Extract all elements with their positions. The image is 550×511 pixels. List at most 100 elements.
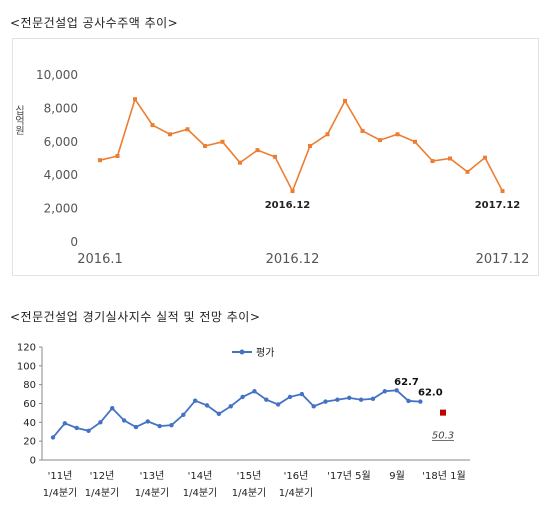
chart2-ytick-label: 80 — [23, 380, 36, 391]
chart2-point — [145, 419, 150, 424]
chart1-ytick-label: 10,000 — [36, 68, 78, 82]
chart1-point — [168, 132, 172, 137]
chart1-point — [290, 189, 295, 194]
chart2-xtick-label: '17년 5월 — [327, 470, 370, 482]
chart1-svg: 십억원 0 2,000 4,000 6,000 8,000 10,000 2016.1 2016… — [13, 68, 530, 267]
chart1-point — [98, 158, 102, 163]
chart2-point — [299, 391, 305, 397]
chart1-point — [378, 138, 382, 143]
chart2-title: <전문건설업 경기실사지수 실적 및 전망 추이> — [10, 310, 261, 324]
chart2-ytick-label: 20 — [23, 437, 36, 448]
chart2-point — [204, 403, 210, 408]
chart2-point — [382, 389, 387, 394]
chart1-annotation: 2017.12 — [475, 200, 521, 211]
chart1-point — [430, 159, 435, 164]
chart1-ytick-label: 8,000 — [44, 101, 78, 115]
chart1-xtick-label: 2016.1 — [77, 252, 123, 267]
chart2-point — [121, 418, 127, 423]
chart2-xtick-sublabel: 1/4분기 — [279, 487, 314, 499]
chart2-forecast-point — [440, 409, 446, 416]
chart2-point — [169, 422, 174, 428]
chart2-legend-marker — [239, 349, 245, 355]
chart2-point — [406, 398, 411, 404]
chart1-title: <전문건설업 공사수주액 추이> — [10, 16, 179, 30]
chart2-data-label: 62.0 — [418, 388, 443, 399]
chart2-point — [418, 399, 423, 404]
chart2-xtick-label: '11년 — [48, 470, 73, 482]
chart2-point — [240, 394, 245, 400]
chart1-xtick-label: 2016.12 — [266, 252, 320, 267]
chart2-point — [62, 421, 68, 426]
chart2-ytick-label: 0 — [30, 456, 36, 467]
chart2-point — [311, 404, 316, 409]
chart1-point — [448, 156, 452, 161]
chart2-xtick-sublabel: 1/4분기 — [85, 487, 120, 499]
chart2-xtick-sublabel: 1/4분기 — [135, 487, 170, 499]
chart2-xtick-label: '14년 — [188, 470, 213, 482]
chart1-point — [343, 98, 347, 103]
chart2-point — [110, 406, 115, 411]
chart2-point — [193, 398, 198, 403]
chart1-point — [238, 160, 242, 165]
chart2-xtick-label: 9월 — [389, 470, 405, 482]
chart2-xtick-label: '12년 — [90, 470, 115, 482]
chart1-ytick-label: 6,000 — [44, 135, 78, 149]
chart2-xtick-sublabel: 1/4분기 — [43, 487, 78, 499]
chart1-series-line — [99, 97, 504, 194]
chart2-xtick-sublabel: 1/4분기 — [183, 487, 218, 499]
chart1-point — [185, 127, 190, 132]
chart2-point — [228, 404, 233, 409]
chart1-point — [465, 169, 470, 174]
chart2-ytick-label: 60 — [23, 399, 36, 410]
chart2-point — [358, 397, 364, 402]
chart2-svg: 0 20 40 60 80 100 120 '11년 1/4분기 '12년 1/4분기 '13년 1/4… — [17, 343, 470, 499]
chart1-point — [500, 189, 505, 194]
chart2-point — [74, 425, 79, 431]
chart2-xtick-label: '16년 — [284, 470, 309, 482]
chart2-xtick-sublabel: 1/4분기 — [232, 487, 267, 499]
chart2-point — [347, 395, 352, 401]
chart2-point — [275, 402, 281, 407]
chart1-point — [308, 143, 312, 148]
chart2-forecast-label: 50.3 — [432, 431, 454, 442]
chart2-xtick-label: '13년 — [140, 470, 165, 482]
chart2-point — [335, 397, 340, 402]
chart2-series-line — [52, 389, 421, 438]
chart2-xtick-label: '15년 — [237, 470, 262, 482]
chart1-point — [483, 155, 487, 160]
chart2-point — [86, 428, 91, 434]
chart1-point — [413, 139, 417, 144]
chart1-ylabel: 십억원 — [13, 105, 25, 135]
chart1-point — [150, 123, 155, 128]
chart2-point — [323, 399, 328, 404]
chart1-point — [203, 143, 207, 148]
chart2-point — [264, 397, 269, 402]
chart2-ytick-label: 100 — [17, 361, 36, 372]
chart2-point — [50, 435, 56, 440]
chart1-point — [273, 154, 277, 159]
chart1-ytick-label: 4,000 — [44, 168, 78, 182]
chart1-point — [325, 132, 330, 137]
chart2-ytick-label: 120 — [17, 343, 36, 354]
chart1-ytick-label: 0 — [70, 235, 78, 249]
chart1-point — [115, 153, 120, 158]
chart1-ytick-label: 2,000 — [44, 202, 78, 216]
chart2-point — [216, 411, 222, 417]
chart2-point — [252, 389, 257, 394]
chart1-xtick-label: 2017.12 — [476, 252, 530, 267]
chart2-data-label: 62.7 — [394, 377, 419, 388]
chart2-xtick-label: '18년 1월 — [422, 470, 465, 482]
chart1-point — [255, 148, 260, 153]
chart2-point — [98, 420, 103, 425]
chart1-point — [395, 132, 400, 137]
chart2-point — [370, 396, 376, 401]
chart1-point — [220, 139, 225, 144]
chart2-point — [181, 412, 186, 417]
chart2-point — [133, 424, 139, 430]
chart2-point — [157, 423, 162, 429]
chart1-point — [360, 128, 365, 133]
chart2-point — [287, 394, 293, 400]
chart2-legend-label: 평가 — [256, 347, 274, 359]
chart2-point — [394, 388, 399, 393]
chart1-annotation: 2016.12 — [265, 200, 311, 211]
